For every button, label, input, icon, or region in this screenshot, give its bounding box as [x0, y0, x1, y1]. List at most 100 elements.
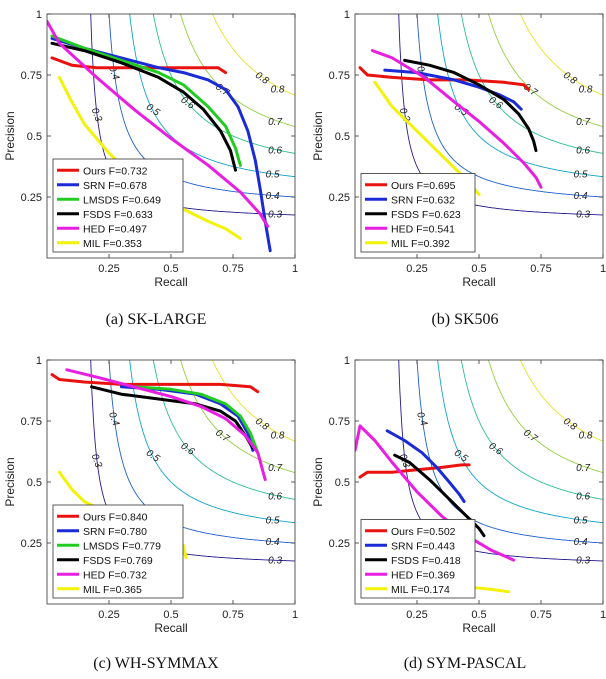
iso-f-line-0.4	[108, 14, 295, 198]
x-tick-label: 1	[600, 609, 606, 621]
legend-entry: MIL F=0.353	[83, 238, 142, 250]
iso-f-line-0.4	[416, 14, 603, 198]
legend-entry: FSDS F=0.418	[391, 555, 461, 567]
series-line-fsds	[393, 453, 486, 538]
y-tick-label: 0.5	[335, 477, 350, 489]
y-tick-label: 1	[344, 355, 350, 367]
iso-f-label: 0.8	[579, 84, 593, 95]
y-tick-label: 1	[36, 9, 42, 21]
iso-f-label: 0.5	[574, 516, 588, 527]
iso-f-label: 0.4	[106, 411, 121, 428]
x-tick-label: 1	[292, 609, 298, 621]
series-line-hed	[47, 19, 270, 228]
legend-entry: SRN F=0.632	[391, 194, 455, 206]
iso-f-line-0.6	[152, 360, 295, 500]
x-tick-label: 0.5	[163, 263, 178, 275]
iso-f-label: 0.8	[271, 430, 285, 441]
iso-f-line-0.8	[519, 360, 603, 442]
iso-f-line-0.5	[129, 360, 295, 524]
iso-f-line-0.7	[488, 360, 603, 474]
legend-entry: FSDS F=0.623	[391, 209, 461, 221]
series-line-lmsds	[132, 385, 260, 455]
legend-entry: MIL F=0.174	[391, 584, 450, 596]
x-tick-label: 0.75	[222, 609, 243, 621]
y-tick-label: 0.5	[27, 131, 42, 143]
iso-f-label: 0.3	[576, 209, 590, 220]
iso-f-label: 0.3	[89, 106, 104, 123]
iso-f-label: 0.8	[271, 84, 285, 95]
series-line-fsds	[50, 41, 237, 172]
iso-f-label: 0.7	[576, 117, 590, 128]
legend-entry: HED F=0.369	[391, 569, 455, 581]
y-tick-label: 1	[344, 9, 350, 21]
iso-f-label: 0.5	[266, 516, 280, 527]
legend-entry: Ours F=0.502	[391, 526, 456, 538]
y-tick-label: 0.5	[335, 131, 350, 143]
chart-panel-3: 0.30.30.40.40.50.50.60.60.70.7 0.80.80.25…	[3, 355, 298, 672]
iso-f-label: 0.6	[576, 491, 590, 502]
y-tick-label: 0.75	[329, 70, 350, 82]
y-tick-label: 0.75	[329, 416, 350, 428]
legend-entry: MIL F=0.365	[83, 584, 142, 596]
iso-f-label: 0.7	[268, 463, 282, 474]
iso-f-label: 0.4	[574, 191, 588, 202]
series-line-fsds	[403, 58, 538, 153]
series-line-srn	[385, 429, 466, 503]
legend-entry: MIL F=0.392	[391, 238, 450, 250]
iso-f-line-0.8	[519, 14, 603, 96]
series-line-hed	[65, 368, 267, 482]
x-axis-label: Recall	[154, 275, 187, 289]
chart-panel-1: 0.30.30.40.40.50.50.60.60.70.7 0.80.80.25…	[3, 9, 298, 328]
iso-f-line-0.8	[211, 360, 295, 442]
iso-f-line-0.6	[460, 360, 603, 500]
legend-entry: SRN F=0.678	[83, 180, 147, 192]
x-tick-label: 0.25	[406, 263, 427, 275]
iso-f-label: 0.8	[579, 430, 593, 441]
legend-entry: Ours F=0.840	[83, 511, 148, 523]
legend: Ours F=0.732 SRN F=0.678 LMSDS F=0.649 FSDS…	[52, 158, 184, 253]
x-tick-label: 1	[600, 263, 606, 275]
panel-caption: (d) SYM-PASCAL	[404, 655, 527, 672]
legend-entry: SRN F=0.780	[83, 526, 147, 538]
x-axis-label: Recall	[154, 621, 187, 635]
legend-entry: HED F=0.497	[83, 223, 147, 235]
iso-f-label: 0.6	[576, 145, 590, 156]
series-line-hed	[370, 49, 543, 189]
iso-f-label: 0.6	[268, 491, 282, 502]
iso-f-label: 0.3	[576, 555, 590, 566]
iso-f-label: 0.3	[268, 555, 282, 566]
legend-entry: HED F=0.541	[391, 223, 455, 235]
series-line-hed	[355, 424, 516, 562]
iso-f-line-0.6	[460, 14, 603, 154]
panel-caption: (b) SK506	[431, 311, 498, 328]
legend: Ours F=0.840 SRN F=0.780 LMSDS F=0.779 FSDS…	[52, 504, 184, 599]
y-axis-label: Precision	[311, 111, 325, 160]
panel-caption: (c) WH-SYMMAX	[93, 655, 219, 672]
iso-f-label: 0.5	[574, 170, 588, 181]
chart-panel-4: 0.30.30.40.40.50.50.60.60.70.7 0.80.80.25…	[311, 355, 606, 672]
y-tick-label: 0.25	[329, 192, 350, 204]
iso-f-line-0.8	[211, 14, 295, 96]
legend-entry: Ours F=0.732	[83, 165, 148, 177]
x-tick-label: 0.75	[530, 263, 551, 275]
iso-f-label: 0.7	[576, 463, 590, 474]
y-axis-label: Precision	[3, 457, 17, 506]
series-line-ours	[50, 373, 260, 394]
panel-caption: (a) SK-LARGE	[106, 311, 207, 328]
legend-entry: Ours F=0.695	[391, 180, 456, 192]
x-tick-label: 0.25	[406, 609, 427, 621]
legend-entry: SRN F=0.443	[391, 540, 455, 552]
iso-f-label: 0.4	[266, 537, 280, 548]
legend-entry: FSDS F=0.633	[83, 209, 153, 221]
y-axis-label: Precision	[311, 457, 325, 506]
x-tick-label: 0.5	[471, 609, 486, 621]
y-tick-label: 0.25	[21, 192, 42, 204]
legend: Ours F=0.695 SRN F=0.632 FSDS F=0.623 HED F…	[360, 173, 476, 253]
y-tick-label: 0.25	[21, 538, 42, 550]
x-tick-label: 0.5	[471, 263, 486, 275]
x-tick-label: 0.25	[98, 609, 119, 621]
iso-f-label: 0.4	[414, 411, 429, 428]
series-curves	[358, 49, 543, 197]
y-tick-label: 1	[36, 355, 42, 367]
